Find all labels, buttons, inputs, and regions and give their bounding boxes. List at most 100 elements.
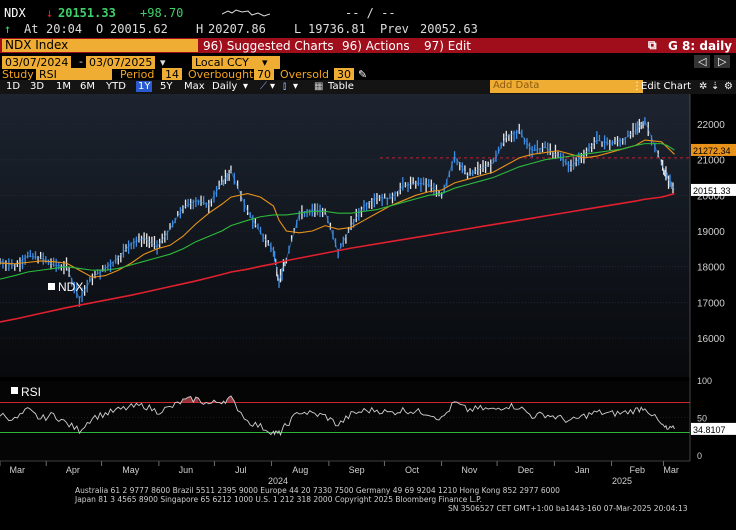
- chart-toolbar: 1D 3D 1M 6M YTD 1Y 5Y Max Daily ▾ ⟋ ▾ ⫾ ▾ ▦ Tab…: [0, 80, 736, 94]
- currency-select[interactable]: Local CCY: [192, 56, 280, 69]
- range-max-button[interactable]: Max: [184, 81, 205, 92]
- open-label: O: [96, 22, 104, 36]
- table-button[interactable]: Table: [328, 81, 354, 92]
- range-ytd-button[interactable]: YTD: [106, 81, 126, 92]
- start-date-input[interactable]: 03/07/2024: [2, 56, 72, 69]
- range-6m-button[interactable]: 6M: [80, 81, 95, 92]
- ma-value-tag-bg: [691, 143, 736, 156]
- chevron-down-icon[interactable]: ▾: [270, 81, 276, 92]
- y-tick-label: 17000: [697, 298, 725, 309]
- last-price: 20151.33: [58, 6, 116, 20]
- ohlc-bar: ↑ At 20:04 O 20015.62 H 20207.86 L 19736…: [0, 22, 736, 38]
- chevron-down-icon[interactable]: ▾: [262, 56, 268, 69]
- high-label: H: [196, 22, 204, 36]
- footer: Australia 61 2 9777 8600 Brazil 5511 239…: [0, 486, 736, 530]
- range-1d-button[interactable]: 1D: [6, 81, 21, 92]
- year-label: 2024: [268, 476, 288, 486]
- date-row: 03/07/2024 - 03/07/2025 ▾ Local CCY ▾ ◁ …: [0, 55, 736, 69]
- range-1y-button[interactable]: 1Y: [136, 81, 153, 92]
- edit-button[interactable]: 97) Edit: [424, 39, 472, 53]
- x-tick-label: Aug: [292, 465, 308, 475]
- line-chart-icon[interactable]: ⟋: [260, 81, 267, 92]
- x-tick-label: Mar: [10, 465, 26, 475]
- end-date-input[interactable]: 03/07/2025: [86, 56, 156, 69]
- settings-icon[interactable]: ✲: [699, 81, 708, 92]
- popout-icon[interactable]: ⧉: [648, 38, 657, 52]
- next-page-icon[interactable]: ▷: [714, 55, 731, 68]
- y-tick-label: 21000: [697, 156, 725, 167]
- pencil-icon[interactable]: ✎: [358, 68, 368, 81]
- bar-chart-icon[interactable]: ⫾: [283, 81, 287, 92]
- moving-averages: [0, 139, 675, 323]
- range-5y-button[interactable]: 5Y: [160, 81, 173, 92]
- add-data-input[interactable]: Add Data: [490, 80, 643, 93]
- y-tick-label: 16000: [697, 334, 725, 345]
- up-arrow-icon: ↑: [4, 22, 12, 36]
- footer-line-1: Australia 61 2 9777 8600 Brazil 5511 239…: [75, 486, 560, 495]
- more-icon[interactable]: ⋮: [632, 81, 642, 92]
- open-value: 20015.62: [110, 22, 168, 36]
- low-value: 19736.81: [308, 22, 366, 36]
- prev-value: 20052.63: [420, 22, 478, 36]
- quote-bar: NDX ↓ 20151.33 +98.70 -- / --: [0, 6, 736, 22]
- study-select[interactable]: RSI: [36, 68, 112, 81]
- date-separator: -: [79, 55, 83, 68]
- time-value: 20:04: [46, 22, 83, 36]
- overbought-fill: [182, 398, 186, 403]
- chevron-down-icon[interactable]: ▾: [293, 81, 299, 92]
- high-value: 20207.86: [208, 22, 266, 36]
- y-tick-label: 19000: [697, 227, 725, 238]
- download-icon[interactable]: ⇣: [711, 81, 720, 92]
- price-line: [0, 119, 675, 300]
- actions-button[interactable]: 96) Actions: [342, 39, 410, 53]
- x-tick-label: Dec: [518, 465, 535, 475]
- calendar-icon[interactable]: ▾: [160, 56, 166, 69]
- legend-swatch: [48, 283, 55, 290]
- rsi-legend: RSI: [21, 385, 41, 399]
- oversold-input[interactable]: 30: [334, 68, 354, 81]
- suggested-charts-button[interactable]: 96) Suggested Charts: [203, 39, 334, 53]
- frequency-select[interactable]: Daily: [212, 81, 238, 92]
- overbought-fill: [227, 397, 230, 403]
- rsi-pane: [0, 381, 690, 461]
- oversold-label: Oversold: [280, 68, 329, 81]
- period-input[interactable]: 14: [162, 68, 182, 81]
- prev-label: Prev: [380, 22, 409, 36]
- rsi-series: [0, 395, 690, 437]
- rsi-value-tag: 34.8107: [693, 425, 726, 435]
- time-label: At: [24, 22, 39, 36]
- y-tick-label: 22000: [697, 120, 725, 131]
- x-tick-label: Sep: [349, 465, 365, 475]
- low-label: L: [294, 22, 302, 36]
- ma-value-tag: 21272.34: [693, 146, 731, 156]
- period-label: Period: [120, 68, 155, 81]
- range-3d-button[interactable]: 3D: [30, 81, 45, 92]
- edit-chart-button[interactable]: Edit Chart: [641, 81, 692, 92]
- table-icon[interactable]: ▦: [314, 81, 324, 92]
- overbought-input[interactable]: 70: [254, 68, 274, 81]
- chevron-down-icon[interactable]: ▾: [243, 81, 249, 92]
- y-tick-label: 20000: [697, 191, 725, 202]
- x-tick-label: Nov: [461, 465, 478, 475]
- range-1m-button[interactable]: 1M: [56, 81, 71, 92]
- previous-page-icon[interactable]: ◁: [694, 55, 711, 68]
- menu-bar: NDX Index 96) Suggested Charts 96) Actio…: [0, 38, 736, 53]
- rsi-tick-label: 50: [697, 414, 707, 424]
- security-field[interactable]: NDX Index: [2, 39, 198, 52]
- last-price-tag: 20151.33: [693, 186, 731, 196]
- footer-line-3: SN 3506527 CET GMT+1:00 ba1443-160 07-Ma…: [448, 504, 688, 513]
- intraday-sparkline: [222, 9, 270, 17]
- overbought-fill: [188, 396, 191, 403]
- price-chart[interactable]: 16000 17000 18000 19000 20000 21000 22000 0 50 10…: [0, 94, 736, 486]
- rsi-value-tag-bg: [691, 422, 736, 435]
- rsi-tick-label: 100: [697, 376, 712, 386]
- overbought-fill: [229, 396, 231, 403]
- moving-average-line: [0, 139, 675, 278]
- y-tick-label: 18000: [697, 263, 725, 274]
- grid: [0, 123, 690, 339]
- gear-icon[interactable]: ⚙: [724, 81, 733, 92]
- page-label: G 8: daily: [668, 39, 733, 53]
- x-tick-label: Apr: [66, 465, 80, 475]
- down-arrow-icon: ↓: [46, 6, 54, 20]
- overbought-fill: [195, 397, 199, 403]
